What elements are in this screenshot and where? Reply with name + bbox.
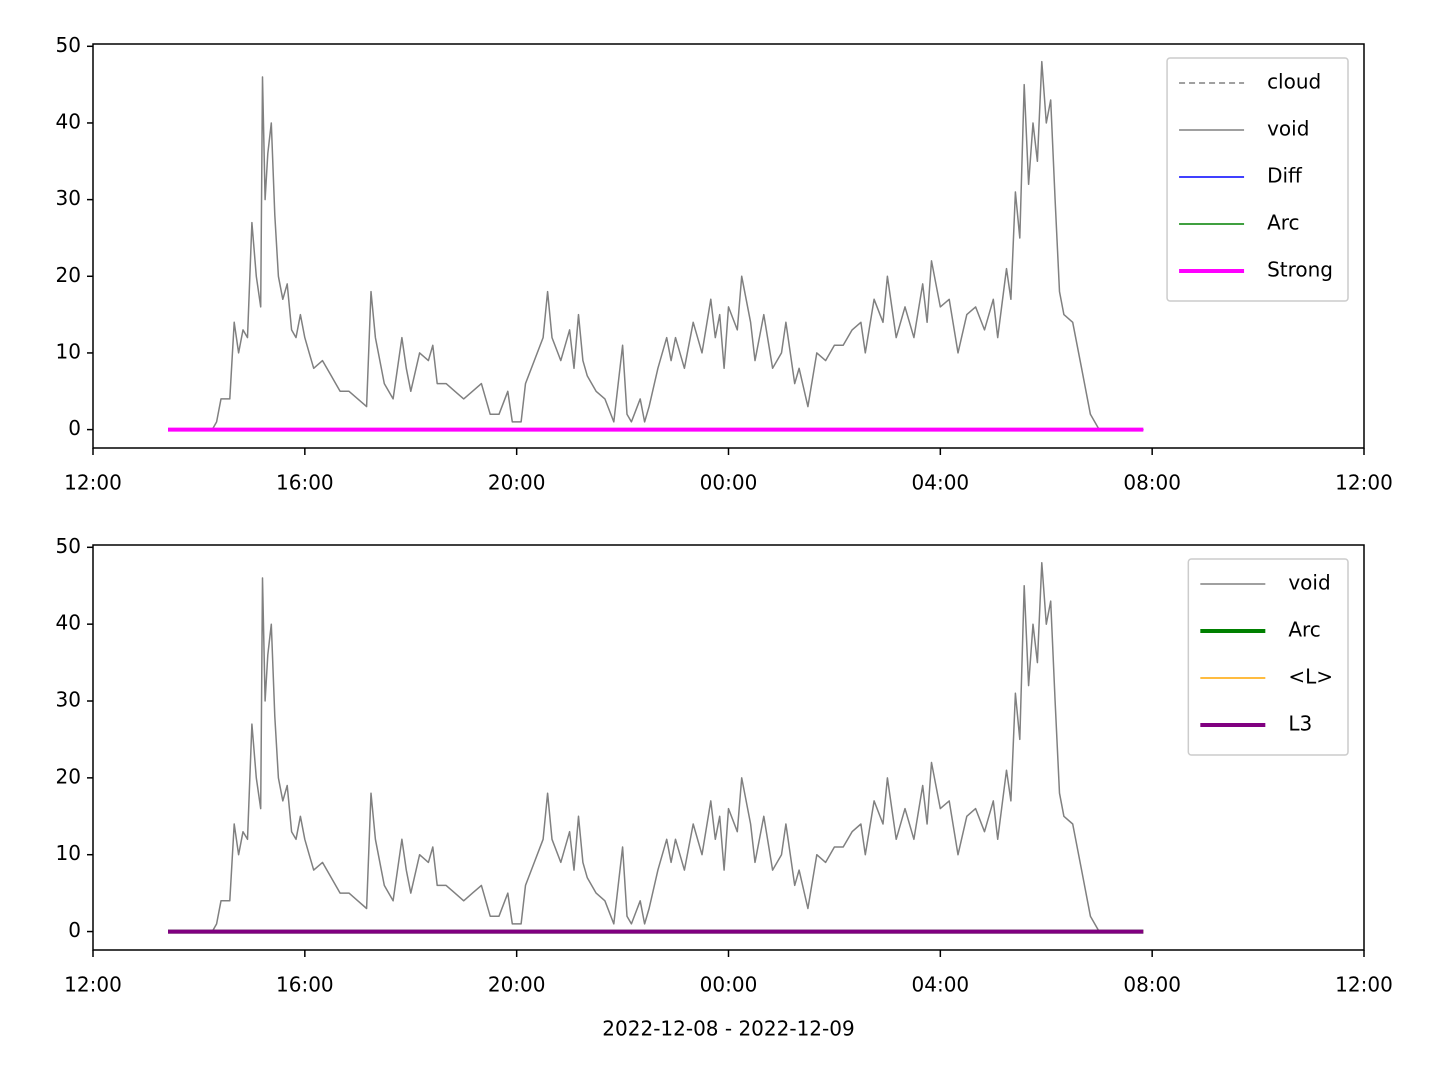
series-line: [211, 60, 1100, 430]
legend-label: L3: [1288, 712, 1312, 736]
x-tick-label: 08:00: [1123, 471, 1181, 495]
x-tick-label: 00:00: [700, 471, 758, 495]
x-tick-label: 04:00: [912, 973, 970, 997]
x-axis-label: 2022-12-08 - 2022-12-09: [602, 1017, 854, 1041]
legend-label: void: [1267, 117, 1309, 141]
x-tick-label: 12:00: [1335, 973, 1393, 997]
legend-label: Diff: [1267, 164, 1303, 188]
axes-frame: [92, 544, 1365, 951]
legend-label: Strong: [1267, 258, 1333, 282]
y-tick-label: 30: [56, 688, 81, 712]
x-tick-label: 00:00: [700, 973, 758, 997]
y-tick-label: 50: [56, 33, 81, 57]
y-tick-label: 10: [56, 841, 81, 865]
y-tick-label: 0: [68, 416, 81, 440]
y-tick-label: 40: [56, 109, 81, 133]
legend-label: Arc: [1288, 618, 1320, 642]
legend: cloud void Diff Arc Strong: [1166, 57, 1349, 302]
x-tick-label: 12:00: [1335, 471, 1393, 495]
legend-label: void: [1288, 571, 1330, 595]
subplot: 0 10 20 30 40 50 12:00 16:00 20:00 00:00 04:00 08:0…: [56, 534, 1393, 1041]
x-tick-label: 12:00: [64, 973, 122, 997]
legend-label: <L>: [1288, 665, 1333, 689]
x-tick-label: 04:00: [912, 471, 970, 495]
x-tick-label: 20:00: [488, 471, 546, 495]
y-tick-label: 20: [56, 263, 81, 287]
y-tick-label: 50: [56, 534, 81, 558]
x-tick-label: 08:00: [1123, 973, 1181, 997]
axes-frame: [92, 43, 1365, 449]
x-tick-label: 16:00: [276, 973, 334, 997]
y-tick-label: 0: [68, 918, 81, 942]
x-tick-label: 12:00: [64, 471, 122, 495]
x-tick-label: 20:00: [488, 973, 546, 997]
legend-label: Arc: [1267, 211, 1299, 235]
y-tick-label: 10: [56, 339, 81, 363]
series-line: [211, 561, 1100, 932]
y-tick-label: 20: [56, 764, 81, 788]
legend-frame: [1187, 558, 1349, 756]
legend-label: cloud: [1267, 70, 1321, 94]
subplot: 0 10 20 30 40 50 12:00 16:00 20:00 00:00 04:00 08:0…: [56, 33, 1393, 495]
legend: void Arc <L> L3: [1187, 558, 1349, 756]
y-tick-label: 40: [56, 611, 81, 635]
legend-frame: [1166, 57, 1349, 302]
y-tick-label: 30: [56, 186, 81, 210]
x-tick-label: 16:00: [276, 471, 334, 495]
